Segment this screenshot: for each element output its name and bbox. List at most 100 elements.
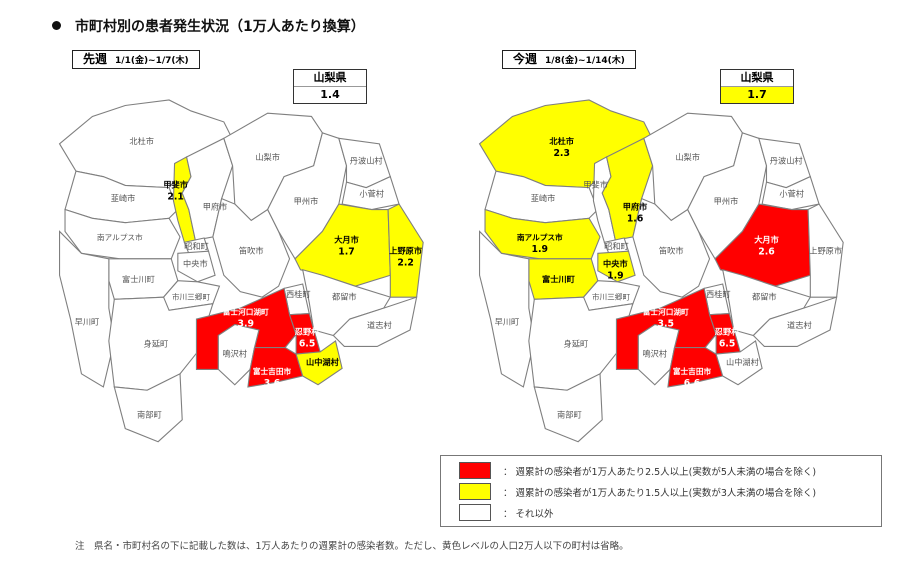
municipality-label: 大月市 bbox=[754, 234, 779, 244]
municipality-white bbox=[479, 230, 535, 388]
municipality-white bbox=[528, 296, 634, 391]
municipality-value: 1.7 bbox=[338, 246, 354, 257]
legend-item-white: ： それ以外 bbox=[459, 504, 554, 521]
prefecture-label: 山梨県 bbox=[313, 71, 347, 84]
bullet-icon bbox=[52, 21, 61, 30]
municipality-yellow bbox=[597, 250, 636, 283]
period-dates: 1/1(金)~1/7(木) bbox=[115, 56, 189, 66]
municipality-red bbox=[247, 346, 304, 388]
legend-text: ： それ以外 bbox=[503, 508, 554, 520]
municipality-label: 丹波山村 bbox=[350, 156, 383, 166]
title-text: 市町村別の患者発生状況（1万人あたり換算） bbox=[75, 19, 365, 35]
municipality-label: 甲州市 bbox=[294, 196, 319, 206]
municipality-label: 鳴沢村 bbox=[642, 348, 667, 358]
municipality-value: 1.6 bbox=[627, 214, 643, 225]
legend-item-yellow: ： 週累計の感染者が1万人あたり1.5人以上(実数が3人未満の場合を除く) bbox=[459, 483, 816, 500]
municipality-label: 甲斐市 bbox=[583, 180, 608, 190]
municipality-label: 南アルプス市 bbox=[517, 232, 563, 242]
municipality-label: 小菅村 bbox=[359, 188, 384, 198]
municipality-value: 6.5 bbox=[719, 338, 735, 349]
municipality-label: 山梨市 bbox=[255, 152, 280, 162]
municipality-white bbox=[113, 372, 183, 443]
municipality-label: 昭和町 bbox=[184, 241, 209, 251]
municipality-label: 早川町 bbox=[75, 317, 100, 327]
prefecture-label: 山梨県 bbox=[740, 71, 774, 84]
legend: ： 週累計の感染者が1万人あたり2.5人以上(実数が5人未満の場合を除く) ： … bbox=[440, 455, 882, 527]
municipality-label: 鳴沢村 bbox=[222, 348, 247, 358]
municipality-white bbox=[212, 197, 291, 298]
municipality-label: 甲府市 bbox=[203, 202, 228, 212]
municipality-label: 大月市 bbox=[334, 234, 359, 244]
legend-swatch-yellow bbox=[459, 483, 491, 500]
period-label: 今週 bbox=[513, 52, 538, 66]
municipality-label: 山中湖村 bbox=[306, 357, 340, 367]
municipality-value: 1.9 bbox=[532, 244, 548, 255]
municipality-label: 北杜市 bbox=[129, 136, 154, 146]
municipality-red bbox=[667, 346, 724, 388]
municipality-yellow bbox=[484, 208, 601, 260]
municipality-value: 3.5 bbox=[657, 319, 673, 330]
municipality-label: 富士川町 bbox=[542, 274, 576, 284]
municipality-white bbox=[715, 340, 763, 386]
municipality-white bbox=[177, 250, 216, 283]
municipality-yellow bbox=[295, 340, 343, 386]
municipality-value: 2.2 bbox=[397, 257, 413, 268]
municipality-value: 3.6 bbox=[264, 378, 280, 389]
period-dates: 1/8(金)~1/14(木) bbox=[545, 56, 625, 66]
municipality-label: 富士吉田市 bbox=[253, 366, 292, 376]
municipality-value: 2.3 bbox=[553, 148, 569, 159]
municipality-label: 甲斐市 bbox=[163, 180, 188, 190]
legend-text: ： 週累計の感染者が1万人あたり1.5人以上(実数が3人未満の場合を除く) bbox=[503, 487, 817, 499]
municipality-label: 甲州市 bbox=[714, 196, 739, 206]
municipality-label: 南部町 bbox=[557, 410, 582, 420]
prefecture-value: 1.4 bbox=[294, 86, 366, 103]
municipality-value: 6.6 bbox=[684, 378, 700, 389]
municipality-label: 上野原市 bbox=[389, 245, 422, 255]
municipality-white bbox=[332, 296, 418, 347]
municipality-label: 笛吹市 bbox=[659, 245, 684, 255]
municipality-white bbox=[59, 230, 115, 388]
prefecture-value: 1.7 bbox=[721, 86, 793, 103]
municipality-label: 身延町 bbox=[564, 338, 589, 348]
prefecture-box-last-week: 山梨県 1.4 bbox=[293, 69, 367, 104]
municipality-value: 2.1 bbox=[167, 192, 183, 203]
municipality-white bbox=[533, 372, 603, 443]
municipality-label: 忍野村 bbox=[715, 326, 740, 336]
municipality-label: 道志村 bbox=[787, 320, 812, 330]
municipality-label: 市川三郷町 bbox=[592, 291, 631, 301]
municipality-label: 小菅村 bbox=[779, 188, 804, 198]
municipality-value: 3.9 bbox=[237, 319, 253, 330]
municipality-label: 都留市 bbox=[332, 291, 357, 301]
municipality-label: 昭和町 bbox=[604, 241, 629, 251]
municipality-label: 中央市 bbox=[183, 258, 208, 268]
municipality-label: 山中湖村 bbox=[726, 357, 759, 367]
legend-text: ： 週累計の感染者が1万人あたり2.5人以上(実数が5人未満の場合を除く) bbox=[503, 466, 817, 478]
municipality-label: 富士川町 bbox=[122, 274, 155, 284]
legend-swatch-white bbox=[459, 504, 491, 521]
municipality-label: 道志村 bbox=[367, 320, 392, 330]
municipality-label: 都留市 bbox=[752, 291, 777, 301]
page-title: 市町村別の患者発生状況（1万人あたり換算） bbox=[52, 16, 365, 36]
prefecture-box-this-week: 山梨県 1.7 bbox=[720, 69, 794, 104]
municipality-value: 2.6 bbox=[758, 246, 774, 257]
municipality-label: 西桂町 bbox=[706, 289, 731, 299]
municipality-value: 1.9 bbox=[607, 271, 623, 282]
last-week-period: 先週 1/1(金)~1/7(木) bbox=[72, 50, 200, 69]
this-week-period: 今週 1/8(金)~1/14(木) bbox=[502, 50, 636, 69]
period-label: 先週 bbox=[83, 52, 108, 66]
municipality-label: 富士河口湖町 bbox=[643, 307, 689, 317]
municipality-white bbox=[64, 208, 181, 260]
footnote: 注 県名・市町村名の下に記載した数は、1万人あたりの週累計の感染者数。ただし、黄… bbox=[75, 541, 629, 552]
municipality-label: 西桂町 bbox=[286, 289, 311, 299]
municipality-label: 南アルプス市 bbox=[97, 232, 143, 242]
municipality-label: 笛吹市 bbox=[239, 245, 264, 255]
municipality-label: 南部町 bbox=[137, 410, 162, 420]
municipality-white bbox=[108, 296, 214, 391]
municipality-label: 富士河口湖町 bbox=[223, 307, 269, 317]
municipality-label: 中央市 bbox=[603, 258, 628, 268]
municipality-white bbox=[632, 197, 711, 298]
municipality-label: 忍野村 bbox=[295, 326, 320, 336]
municipality-label: 富士吉田市 bbox=[673, 366, 712, 376]
